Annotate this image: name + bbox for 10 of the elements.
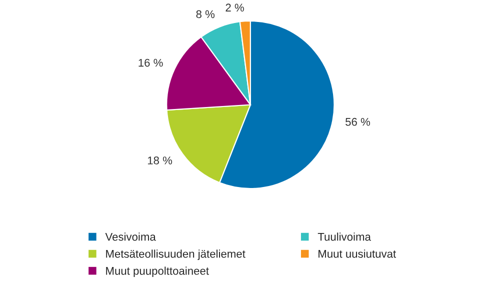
data-label: 2 % [226, 4, 244, 12]
data-label: 16 % [138, 58, 163, 67]
legend-label: Muut uusiutuvat [318, 250, 396, 258]
data-label: 18 % [148, 156, 172, 164]
data-label: 8 % [196, 10, 215, 18]
legend-label: Metsäteollisuuden jäteliemet [106, 250, 246, 260]
legend-label: Tuulivoima [318, 232, 371, 241]
data-label: 56 % [346, 118, 370, 126]
legend-label: Vesivoima [105, 232, 156, 241]
legend-label: Muut puupolttoaineet [106, 266, 209, 277]
